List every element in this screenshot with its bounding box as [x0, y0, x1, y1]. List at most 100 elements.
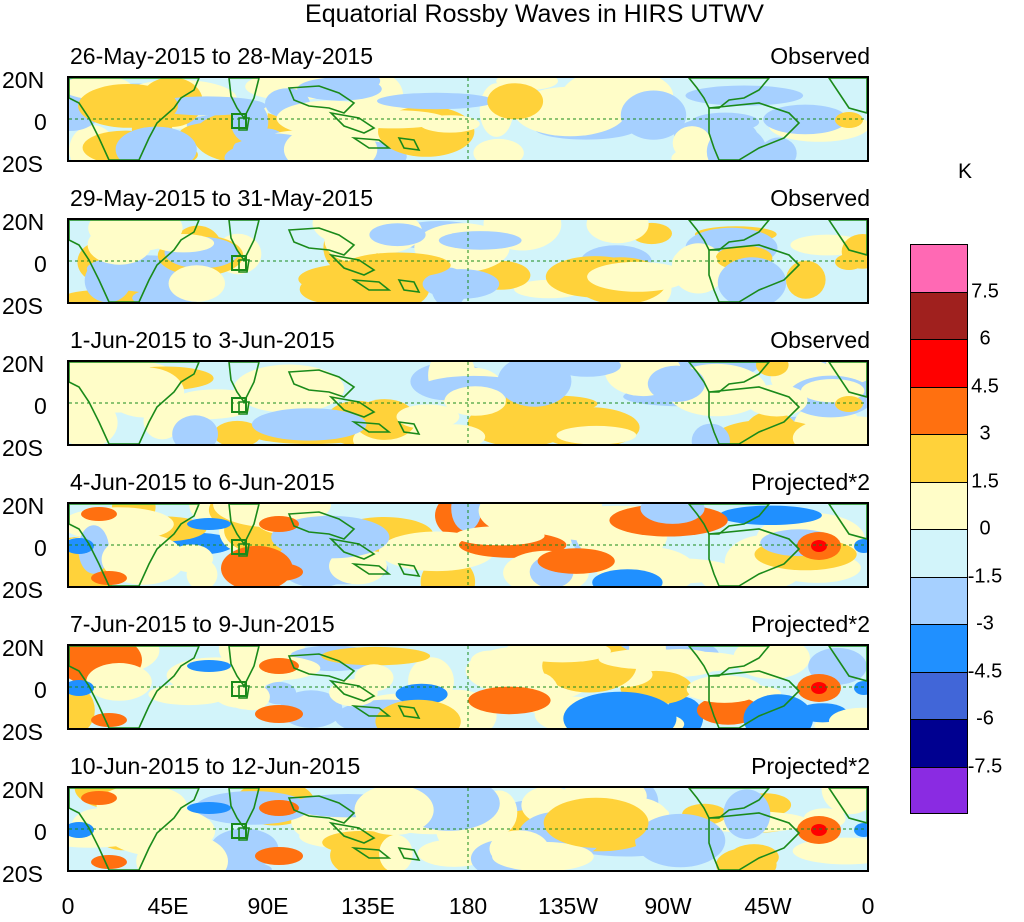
latitude-label: 0 — [34, 535, 47, 561]
coastline — [828, 78, 867, 114]
panel: 29-May-2015 to 31-May-2015 Observed 20N 0 20… — [0, 185, 880, 319]
field-contour — [719, 505, 822, 525]
field-contour — [556, 425, 637, 444]
field-contour — [419, 115, 480, 133]
coastline — [287, 227, 356, 256]
field-contour — [69, 365, 169, 413]
field-contour — [543, 797, 649, 848]
colorbar-box — [910, 244, 968, 292]
field-contour-strong — [811, 682, 827, 694]
coastline — [350, 704, 392, 717]
field-contour — [213, 420, 262, 444]
field-contour — [786, 260, 826, 299]
colorbar-unit: K — [958, 160, 973, 183]
colorbar-box — [910, 671, 968, 719]
coastline — [687, 78, 771, 109]
field-contour — [395, 683, 448, 705]
colorbar-label: -1.5 — [967, 565, 1003, 587]
coastline — [828, 220, 867, 256]
field-contour — [78, 525, 110, 574]
panel-date-label: 29-May-2015 to 31-May-2015 — [70, 185, 373, 211]
field-contour — [451, 504, 482, 532]
x-tick-label: 90W — [644, 893, 692, 919]
coastline — [397, 421, 421, 435]
coastline — [69, 78, 200, 160]
field-contour — [379, 834, 413, 870]
field-contour — [792, 837, 867, 865]
field-contour — [686, 675, 763, 703]
coastline — [828, 788, 867, 824]
map-field — [69, 788, 867, 870]
field-contour — [553, 362, 621, 377]
latitude-label: 20S — [2, 861, 43, 887]
field-contour — [587, 261, 689, 292]
field-contour-strong — [835, 396, 863, 412]
coastline — [397, 847, 421, 861]
coastline — [397, 137, 421, 151]
field-contour — [563, 691, 677, 728]
coastline — [828, 646, 867, 682]
panel-type-label: Observed — [770, 327, 870, 353]
field-contour — [283, 124, 378, 160]
colorbar-label: 0 — [979, 517, 991, 540]
colorbar-box — [910, 624, 968, 672]
coastline — [828, 362, 867, 398]
coastline — [287, 795, 356, 824]
field-contour — [377, 92, 495, 110]
field-contour-strong — [91, 855, 127, 869]
coastline — [287, 511, 356, 540]
map-field — [69, 362, 867, 444]
field-contour — [672, 247, 718, 278]
field-contour — [69, 685, 95, 728]
field-contour — [489, 830, 549, 867]
coastline — [708, 812, 801, 870]
colorbar-label: 7.5 — [971, 280, 999, 302]
index-box — [231, 681, 247, 697]
field-contour — [78, 84, 178, 128]
x-tick-label: 135E — [341, 893, 395, 919]
panel-date-label: 26-May-2015 to 28-May-2015 — [70, 43, 373, 69]
coastline — [350, 136, 392, 149]
x-tick-label: 180 — [448, 893, 488, 919]
field-contour — [792, 416, 867, 444]
latitude-label: 20N — [2, 635, 45, 661]
index-box — [231, 113, 247, 129]
field-contour — [321, 646, 431, 666]
coastline — [287, 653, 356, 682]
field-contour — [444, 386, 507, 416]
field-contour-strong — [187, 660, 231, 672]
map-panel — [67, 76, 869, 162]
map-panel — [67, 218, 869, 304]
latitude-label: 0 — [34, 819, 47, 845]
x-tick-label: 135W — [537, 893, 599, 919]
field-contour — [473, 138, 524, 160]
panel-date-label: 1-Jun-2015 to 3-Jun-2015 — [70, 327, 335, 353]
field-contour — [635, 813, 726, 868]
field-contour-strong — [91, 713, 127, 727]
coastline — [687, 788, 771, 819]
colorbar-label: -4.5 — [967, 660, 1003, 682]
coastline — [708, 670, 801, 728]
latitude-label: 20N — [2, 493, 45, 519]
panel-type-label: Projected*2 — [751, 611, 870, 637]
map-panel — [67, 502, 869, 588]
latitude-label: 20N — [2, 777, 45, 803]
field-contour — [733, 646, 810, 679]
field-contour — [620, 90, 687, 140]
x-tick-label: 45E — [147, 893, 189, 919]
colorbar-box — [910, 434, 968, 482]
coastline — [287, 85, 356, 114]
panel-type-label: Projected*2 — [751, 753, 870, 779]
latitude-label: 20S — [2, 435, 43, 461]
latitude-label: 20S — [2, 577, 43, 603]
coastline — [397, 705, 421, 719]
field-contour-strong — [255, 705, 303, 723]
x-tick-label: 90E — [247, 893, 289, 919]
field-contour — [431, 267, 468, 302]
coastline — [69, 220, 200, 302]
coastline — [687, 504, 771, 535]
field-contour — [743, 694, 814, 728]
field-contour — [438, 231, 522, 250]
index-box — [231, 255, 247, 271]
coastline — [828, 504, 867, 540]
